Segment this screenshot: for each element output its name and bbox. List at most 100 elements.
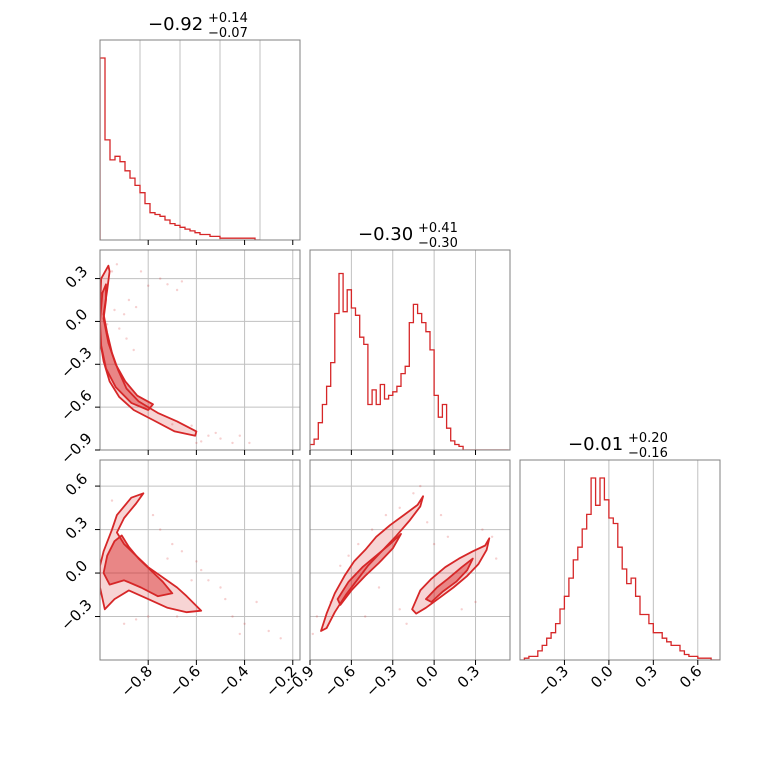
sample-point — [384, 513, 388, 517]
panel-scatter-1-0 — [100, 250, 300, 450]
sample-point — [190, 424, 193, 427]
sample-point — [134, 618, 138, 621]
panel-frame — [99, 459, 301, 661]
sample-point — [195, 441, 198, 445]
sample-point — [481, 528, 484, 531]
sample-point — [446, 535, 450, 538]
x-tick-label: 0.6 — [676, 662, 706, 692]
sample-point — [357, 542, 360, 546]
sample-point — [279, 637, 282, 640]
sample-point — [474, 600, 477, 604]
title-1-plus: +0.41 — [418, 221, 458, 236]
panel-scatter-2-0 — [100, 460, 300, 660]
title-0-median: −0.92 — [148, 14, 203, 35]
panel-hist-1 — [310, 250, 509, 450]
sample-point — [134, 305, 138, 309]
sample-point — [364, 615, 367, 618]
title-2-minus: −0.16 — [628, 446, 668, 461]
sample-point — [110, 499, 114, 502]
sample-point — [200, 568, 203, 572]
panel-frame — [519, 459, 721, 661]
sample-point — [412, 492, 415, 495]
histogram-step — [310, 272, 509, 450]
sample-point — [207, 579, 210, 582]
sample-point — [175, 288, 179, 292]
sample-point — [122, 313, 126, 316]
sample-point — [106, 323, 109, 326]
x-tick-label: 0.3 — [454, 662, 484, 692]
x-tick-label: −0.8 — [118, 662, 156, 700]
panel-hist-0 — [100, 40, 261, 240]
y-tick-label: −0.6 — [57, 386, 95, 424]
sample-point — [231, 615, 234, 618]
y-tick-label: 0.6 — [62, 470, 92, 500]
sample-point — [132, 348, 135, 352]
sample-point — [267, 629, 270, 633]
contour-inner — [102, 534, 174, 598]
y-tick-label: −0.3 — [57, 596, 95, 634]
sample-point — [171, 542, 174, 546]
sample-point — [219, 586, 222, 589]
title-1-minus: −0.30 — [418, 236, 458, 251]
panel-scatter-2-1 — [310, 460, 510, 660]
sample-point — [190, 579, 193, 582]
sample-point — [159, 528, 162, 531]
sample-point — [115, 263, 119, 266]
sample-point — [147, 284, 150, 287]
sample-point — [238, 434, 241, 437]
panel-hist-2 — [520, 460, 720, 660]
sample-point — [171, 423, 174, 426]
x-tick-label: −0.6 — [166, 662, 204, 700]
sample-point — [398, 506, 401, 509]
x-tick-label: 0.3 — [632, 662, 662, 692]
histogram-step — [520, 477, 720, 660]
sample-point — [166, 557, 169, 560]
sample-point — [370, 528, 374, 531]
sample-point — [419, 484, 422, 488]
histogram-step — [100, 57, 260, 240]
title-1-median: −0.30 — [358, 224, 413, 245]
y-tick-label: 0.0 — [62, 305, 92, 335]
title-2-median: −0.01 — [568, 434, 623, 455]
sample-point — [439, 513, 443, 517]
sample-point — [311, 632, 314, 636]
sample-point — [219, 437, 222, 440]
sample-point — [255, 600, 258, 604]
y-tick-label: 0.3 — [62, 262, 92, 292]
title-0: −0.92 — [148, 14, 203, 35]
contour-outer — [100, 492, 203, 614]
sample-point — [426, 521, 429, 524]
panel-frame — [99, 39, 301, 241]
title-2-plus: +0.20 — [628, 431, 668, 446]
y-tick-label: 0.3 — [62, 513, 92, 543]
sample-point — [125, 337, 128, 340]
contour-inner — [425, 557, 474, 603]
sample-point — [180, 550, 184, 553]
sample-point — [432, 542, 436, 546]
panel-frame — [99, 249, 301, 451]
sample-point — [243, 622, 246, 625]
sample-point — [339, 564, 342, 567]
sample-point — [490, 535, 494, 538]
contour-outer — [320, 495, 424, 632]
x-tick-label: −0.3 — [534, 662, 572, 700]
sample-point — [166, 283, 169, 286]
panel-frame — [309, 249, 511, 451]
sample-point — [238, 632, 241, 636]
sample-point — [122, 622, 126, 625]
x-tick-label: −0.3 — [362, 662, 400, 700]
sample-point — [214, 431, 217, 435]
sample-point — [495, 557, 498, 560]
sample-point — [113, 308, 116, 312]
x-tick-label: 0.0 — [412, 662, 442, 692]
sample-point — [127, 298, 131, 302]
sample-point — [147, 615, 150, 618]
sample-point — [175, 615, 179, 618]
contour-inner — [100, 283, 154, 411]
sample-point — [248, 441, 251, 445]
sample-point — [151, 513, 155, 517]
title-0-minus: −0.07 — [208, 26, 248, 41]
sample-point — [118, 327, 121, 330]
sample-point — [180, 280, 184, 283]
